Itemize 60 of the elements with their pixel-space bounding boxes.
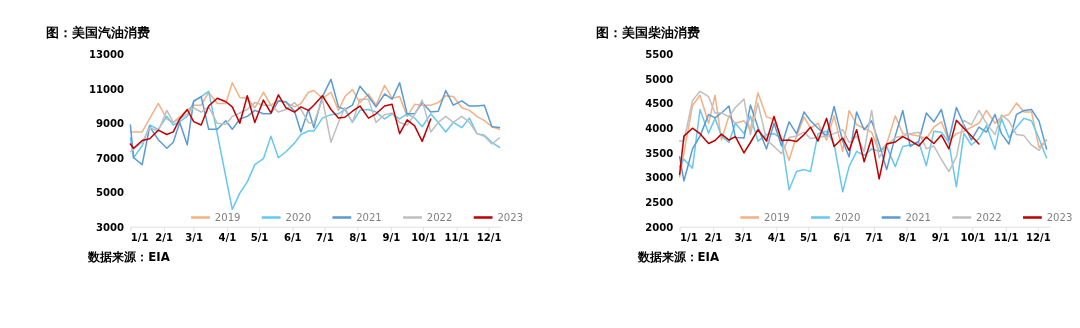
legend-label: 2023 <box>497 211 524 223</box>
x-tick-label: 6/1 <box>833 231 851 243</box>
legend-label: 2023 <box>1046 211 1073 223</box>
y-tick-label: 5000 <box>645 73 674 85</box>
x-tick-label: 12/1 <box>476 231 502 243</box>
y-tick-label: 2000 <box>645 221 674 233</box>
line-series <box>678 104 1048 182</box>
line-series <box>678 115 980 180</box>
x-tick-label: 2/1 <box>704 231 723 243</box>
line-series <box>129 90 501 211</box>
x-tick-label: 9/1 <box>382 231 401 243</box>
legend-label: 2019 <box>764 211 790 223</box>
chart-title: 图：美国柴油消费 <box>595 24 700 40</box>
x-tick-label: 12/1 <box>1025 231 1051 243</box>
legend-label: 2021 <box>905 211 932 223</box>
x-tick-label: 2/1 <box>155 231 173 243</box>
x-tick-label: 3/1 <box>734 231 753 243</box>
y-tick-label: 4500 <box>645 98 674 110</box>
y-tick-label: 13000 <box>89 49 125 61</box>
x-tick-label: 6/1 <box>283 231 302 243</box>
x-tick-label: 10/1 <box>960 231 986 243</box>
y-tick-label: 4000 <box>645 123 674 134</box>
x-tick-label: 8/1 <box>349 231 368 243</box>
y-tick-label: 11000 <box>89 83 125 95</box>
line-series <box>678 108 1048 193</box>
legend-label: 2021 <box>356 211 382 223</box>
legend-label: 2020 <box>285 211 312 223</box>
legend-label: 2020 <box>834 211 861 223</box>
y-tick-label: 5500 <box>645 49 674 61</box>
x-tick-label: 7/1 <box>865 231 884 243</box>
x-tick-label: 9/1 <box>931 231 950 243</box>
y-tick-label: 9000 <box>96 118 125 130</box>
line-series <box>129 98 501 153</box>
y-tick-label: 3000 <box>96 221 125 233</box>
line-series <box>129 82 501 133</box>
y-tick-label: 2500 <box>645 196 674 208</box>
line-series <box>129 78 501 166</box>
x-tick-label: 7/1 <box>316 231 334 243</box>
x-tick-label: 11/1 <box>993 231 1019 243</box>
x-tick-label: 4/1 <box>767 231 786 243</box>
legend-label: 2019 <box>214 211 241 223</box>
source-note: 数据来源：EIA <box>636 250 720 265</box>
x-tick-label: 1/1 <box>680 231 698 243</box>
x-tick-label: 10/1 <box>411 231 437 243</box>
legend-label: 2022 <box>426 211 453 223</box>
x-tick-label: 3/1 <box>185 231 203 243</box>
x-tick-label: 5/1 <box>250 231 269 243</box>
y-tick-label: 3000 <box>645 172 674 184</box>
y-tick-label: 5000 <box>96 187 125 199</box>
x-tick-label: 4/1 <box>218 231 237 243</box>
x-tick-label: 8/1 <box>898 231 917 243</box>
legend-label: 2022 <box>976 211 1002 223</box>
x-tick-label: 1/1 <box>130 231 149 243</box>
source-note: 数据来源：EIA <box>87 250 171 265</box>
y-tick-label: 3500 <box>645 147 674 159</box>
x-tick-label: 11/1 <box>444 231 470 243</box>
x-tick-label: 5/1 <box>799 231 818 243</box>
chart-title: 图：美国汽油消费 <box>46 24 151 40</box>
line-series <box>129 94 432 150</box>
y-tick-label: 7000 <box>96 152 125 164</box>
